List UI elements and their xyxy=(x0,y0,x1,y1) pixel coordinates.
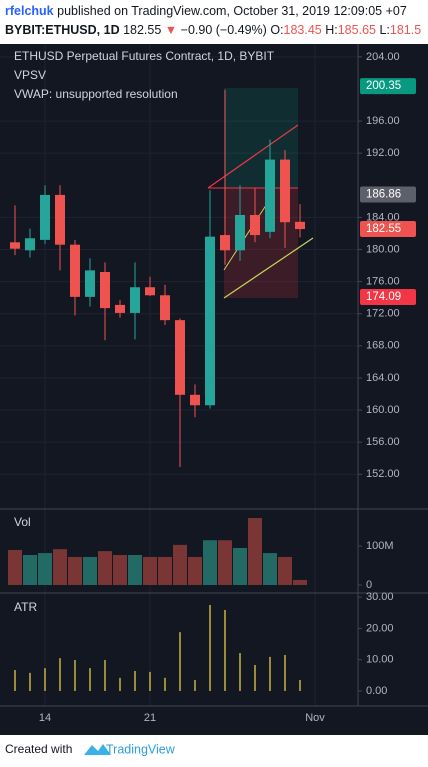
o-label: O: xyxy=(270,23,283,37)
volume-bar xyxy=(278,556,292,585)
volume-bar xyxy=(128,555,142,585)
y-tick-label: 176.00 xyxy=(366,276,400,288)
volume-bar xyxy=(83,556,97,585)
published: published on TradingView.com, October 31… xyxy=(57,4,407,18)
price-label-box xyxy=(360,78,416,95)
volume-bar xyxy=(263,553,277,585)
pane-title: ATR xyxy=(14,600,37,614)
candle-body xyxy=(40,194,50,240)
trend-line xyxy=(223,195,273,271)
candle-body xyxy=(235,214,245,251)
volume-bar xyxy=(98,551,112,585)
candle-body xyxy=(85,270,95,297)
x-tick-label: 14 xyxy=(39,712,51,724)
y-tick-label: 192.00 xyxy=(366,147,400,159)
change: −0.90 (−0.49%) xyxy=(181,23,267,37)
annotation: VPSV xyxy=(14,68,46,82)
logo xyxy=(84,744,111,755)
candle-body xyxy=(25,238,35,251)
symbol-line: BYBIT:ETHUSD, 1D 182.55 ▼ −0.90 (−0.49%)… xyxy=(5,23,421,37)
trend-line xyxy=(207,124,299,189)
price-label: 186.86 xyxy=(366,188,401,200)
volume-bar xyxy=(143,556,157,585)
annotation: VWAP: unsupported resolution xyxy=(14,87,178,101)
candle-body xyxy=(220,235,230,251)
price-label: 200.35 xyxy=(366,80,401,92)
volume-bar xyxy=(68,556,82,585)
volume-bar xyxy=(23,555,37,585)
y-tick-label: 152.00 xyxy=(366,468,400,480)
y-tick-label: 10.00 xyxy=(366,654,394,666)
footer-brand[interactable]: TradingView xyxy=(106,742,176,756)
price: 182.55 xyxy=(123,23,161,37)
x-tick-label: 21 xyxy=(144,712,156,724)
author: rfelchuk xyxy=(5,4,54,18)
pane-title: Vol xyxy=(14,515,31,529)
y-tick-label: 0.00 xyxy=(366,685,387,697)
candle-body xyxy=(115,304,125,313)
candle-body xyxy=(10,242,20,249)
volume-bar xyxy=(38,553,52,585)
o: 183.45 xyxy=(284,23,322,37)
y-tick-label: 172.00 xyxy=(366,308,400,320)
header-line: rfelchuk published on TradingView.com, O… xyxy=(5,4,407,18)
y-tick-label: 180.00 xyxy=(366,243,400,255)
price-label-box xyxy=(360,288,416,305)
candle-body xyxy=(205,236,215,406)
y-tick-label: 30.00 xyxy=(366,591,394,603)
volume-bar xyxy=(113,555,127,585)
y-tick-label: 168.00 xyxy=(366,340,400,352)
candle-body xyxy=(295,221,305,230)
volume-bar xyxy=(53,549,67,585)
y-tick-label: 196.00 xyxy=(366,115,400,127)
volume-bar xyxy=(203,540,217,585)
trend-line xyxy=(223,237,314,299)
y-tick-label: 160.00 xyxy=(366,404,400,416)
volume-bar xyxy=(158,556,172,585)
y-tick-label: 0 xyxy=(366,579,372,591)
candle-body xyxy=(55,194,65,245)
candle-body xyxy=(100,271,110,309)
arrow: ▼ xyxy=(165,23,177,37)
candle-body xyxy=(70,244,80,297)
l-label: L: xyxy=(379,23,389,37)
y-tick-label: 164.00 xyxy=(366,372,400,384)
candle-body xyxy=(175,320,185,395)
candle-body xyxy=(145,287,155,296)
price-label-box xyxy=(360,186,416,203)
x-tick-label: Nov xyxy=(305,712,325,724)
candle-body xyxy=(280,159,290,223)
symbol: BYBIT:ETHUSD, 1D xyxy=(5,23,120,37)
y-tick-label: 20.00 xyxy=(366,622,394,634)
h-label: H: xyxy=(325,23,338,37)
candle-body xyxy=(160,295,170,321)
footer-text: Created with xyxy=(5,742,72,756)
y-tick-label: 184.00 xyxy=(366,211,400,223)
price-label: 182.55 xyxy=(366,223,401,235)
l: 181.5 xyxy=(390,23,421,37)
marks xyxy=(8,89,307,691)
volume-bar xyxy=(218,540,232,585)
candle-body xyxy=(130,287,140,313)
candle-body xyxy=(190,394,200,406)
volume-bar xyxy=(248,518,262,585)
chart-title: ETHUSD Perpetual Futures Contract, 1D, B… xyxy=(14,49,275,63)
y-tick-label: 100M xyxy=(366,540,394,552)
volume-bar xyxy=(8,549,22,585)
volume-bar xyxy=(173,544,187,585)
volume-bar xyxy=(233,547,247,585)
candle-body xyxy=(265,159,275,232)
volume-bar xyxy=(293,579,307,585)
y-tick-label: 204.00 xyxy=(366,51,400,63)
price-label-box xyxy=(360,221,416,238)
candle-body xyxy=(250,214,260,236)
volume-bar xyxy=(188,556,202,585)
h: 185.65 xyxy=(338,23,376,37)
y-tick-label: 156.00 xyxy=(366,436,400,448)
price-label: 174.09 xyxy=(366,291,401,303)
